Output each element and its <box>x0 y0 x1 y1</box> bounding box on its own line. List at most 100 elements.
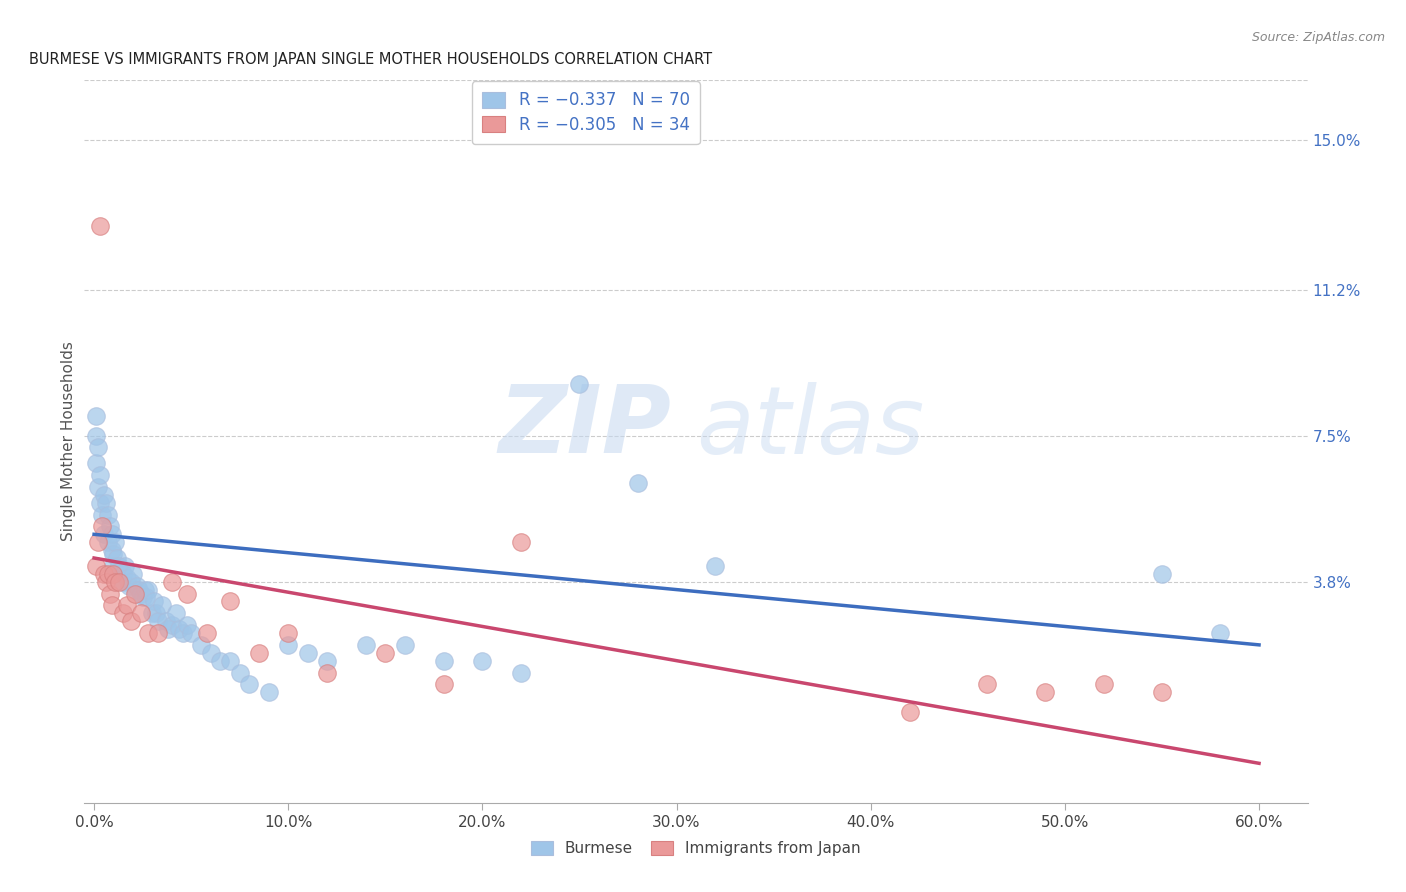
Point <box>510 535 533 549</box>
Point <box>110 563 132 577</box>
Point <box>138 582 160 597</box>
Point <box>1209 626 1232 640</box>
Point <box>103 566 125 581</box>
Point <box>118 579 141 593</box>
Point <box>98 519 121 533</box>
Point <box>257 685 280 699</box>
Point <box>143 594 166 608</box>
Point <box>84 558 107 573</box>
Point <box>115 571 138 585</box>
Point <box>138 626 160 640</box>
Point <box>90 508 112 522</box>
Point <box>89 496 111 510</box>
Point <box>704 558 727 573</box>
Point <box>471 654 494 668</box>
Point <box>169 622 191 636</box>
Y-axis label: Single Mother Households: Single Mother Households <box>60 342 76 541</box>
Legend: Burmese, Immigrants from Japan: Burmese, Immigrants from Japan <box>523 833 869 863</box>
Point <box>104 574 127 589</box>
Point <box>238 677 260 691</box>
Point <box>135 591 157 605</box>
Point <box>141 607 163 621</box>
Point <box>108 574 131 589</box>
Point <box>195 626 218 640</box>
Point <box>84 428 107 442</box>
Text: Source: ZipAtlas.com: Source: ZipAtlas.com <box>1251 31 1385 45</box>
Point <box>87 480 110 494</box>
Point <box>627 475 650 490</box>
Point <box>120 614 142 628</box>
Point <box>129 586 152 600</box>
Point <box>145 607 167 621</box>
Point <box>160 574 183 589</box>
Point <box>200 646 222 660</box>
Point <box>122 566 145 581</box>
Point <box>316 654 339 668</box>
Point <box>219 654 242 668</box>
Point <box>176 586 198 600</box>
Point <box>112 607 135 621</box>
Point <box>128 582 150 597</box>
Point <box>976 677 998 691</box>
Point <box>94 574 117 589</box>
Point <box>432 654 454 668</box>
Point <box>97 508 120 522</box>
Point <box>100 599 122 613</box>
Point <box>105 551 128 566</box>
Point <box>115 599 138 613</box>
Point <box>125 579 148 593</box>
Point <box>432 677 454 691</box>
Point <box>87 441 110 455</box>
Point <box>176 618 198 632</box>
Point <box>100 543 122 558</box>
Point <box>114 558 136 573</box>
Text: BURMESE VS IMMIGRANTS FROM JAPAN SINGLE MOTHER HOUSEHOLDS CORRELATION CHART: BURMESE VS IMMIGRANTS FROM JAPAN SINGLE … <box>30 52 713 67</box>
Point <box>354 638 377 652</box>
Point <box>316 665 339 680</box>
Point <box>93 566 115 581</box>
Point <box>146 614 169 628</box>
Point <box>228 665 250 680</box>
Point <box>156 622 179 636</box>
Point <box>394 638 416 652</box>
Point <box>84 409 107 423</box>
Point <box>180 626 202 640</box>
Point <box>510 665 533 680</box>
Point <box>374 646 396 660</box>
Point <box>277 638 299 652</box>
Point <box>165 607 187 621</box>
Point <box>124 586 146 600</box>
Point <box>112 566 135 581</box>
Point <box>90 519 112 533</box>
Point <box>89 468 111 483</box>
Point <box>131 591 153 605</box>
Point <box>277 626 299 640</box>
Point <box>1150 685 1173 699</box>
Point <box>297 646 319 660</box>
Point <box>93 527 115 541</box>
Point <box>89 219 111 234</box>
Point <box>108 558 131 573</box>
Point <box>129 607 152 621</box>
Point <box>93 488 115 502</box>
Point <box>219 594 242 608</box>
Point <box>1150 566 1173 581</box>
Point <box>97 535 120 549</box>
Point <box>1035 685 1057 699</box>
Text: ZIP: ZIP <box>499 381 672 473</box>
Point <box>150 599 173 613</box>
Point <box>160 618 183 632</box>
Point <box>112 574 135 589</box>
Point <box>104 535 127 549</box>
Point <box>155 614 177 628</box>
Point <box>94 496 117 510</box>
Point <box>87 535 110 549</box>
Point <box>120 574 142 589</box>
Point <box>97 566 120 581</box>
Point <box>568 377 591 392</box>
Point <box>172 626 194 640</box>
Point <box>98 586 121 600</box>
Point <box>146 626 169 640</box>
Point <box>134 582 156 597</box>
Point <box>103 558 125 573</box>
